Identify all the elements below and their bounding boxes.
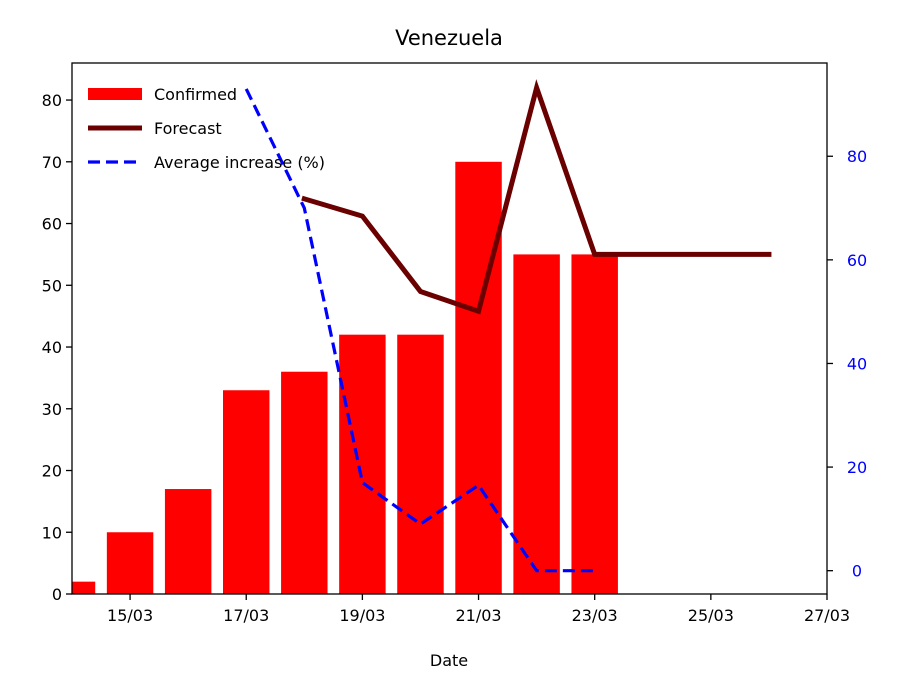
y-tick-label: 30 <box>42 400 62 419</box>
y-tick-label: 40 <box>42 338 62 357</box>
y-right-tick-label: 80 <box>847 147 867 166</box>
plot-frame <box>71 62 828 595</box>
x-tick-label: 27/03 <box>804 606 850 625</box>
bar-confirmed <box>223 390 270 594</box>
bar-confirmed <box>455 161 502 594</box>
x-tick-label: 23/03 <box>572 606 618 625</box>
chart-title: Venezuela <box>395 26 503 50</box>
bar-confirmed <box>281 371 328 594</box>
y-tick-label: 0 <box>52 585 62 604</box>
y-right-tick-label: 0 <box>852 562 862 581</box>
x-tick-label: 19/03 <box>339 606 385 625</box>
legend-item-forecast: Forecast <box>88 119 222 138</box>
y-tick-label: 10 <box>42 523 62 542</box>
y-tick-label: 50 <box>42 276 62 295</box>
bar-confirmed <box>397 334 444 594</box>
legend-item-average-increase: Average increase (%) <box>88 153 325 172</box>
bar-confirmed <box>571 254 618 594</box>
x-tick-label: 15/03 <box>107 606 153 625</box>
x-axis-label: Date <box>430 651 468 670</box>
y-tick-label: 60 <box>42 215 62 234</box>
y-tick-label: 20 <box>42 462 62 481</box>
legend-label: Average increase (%) <box>154 153 325 172</box>
x-tick-label: 21/03 <box>455 606 501 625</box>
legend-item-confirmed: Confirmed <box>88 85 237 104</box>
axes-layer: 15/03 17/03 19/03 21/03 23/03 25/03 27/03 0 10 20… <box>42 91 868 625</box>
y-right-tick-label: 40 <box>847 354 867 373</box>
bar-confirmed <box>513 254 560 594</box>
y-right-tick-label: 60 <box>847 251 867 270</box>
series-line-forecast <box>301 79 772 315</box>
x-tick-label: 17/03 <box>223 606 269 625</box>
y-tick-label: 80 <box>42 91 62 110</box>
lines-layer <box>244 79 772 573</box>
legend-label: Forecast <box>154 119 222 138</box>
legend-swatch <box>88 88 142 100</box>
bar-confirmed <box>164 489 212 594</box>
bar-confirmed <box>339 334 386 594</box>
legend: Confirmed Forecast Average increase (%) <box>88 85 325 172</box>
series-line-average-increase <box>244 88 595 573</box>
legend-label: Confirmed <box>154 85 237 104</box>
bar-confirmed <box>72 581 96 594</box>
x-tick-label: 25/03 <box>688 606 734 625</box>
bar-confirmed <box>106 532 154 594</box>
bars-layer <box>72 161 618 594</box>
y-right-tick-label: 20 <box>847 458 867 477</box>
y-tick-label: 70 <box>42 153 62 172</box>
